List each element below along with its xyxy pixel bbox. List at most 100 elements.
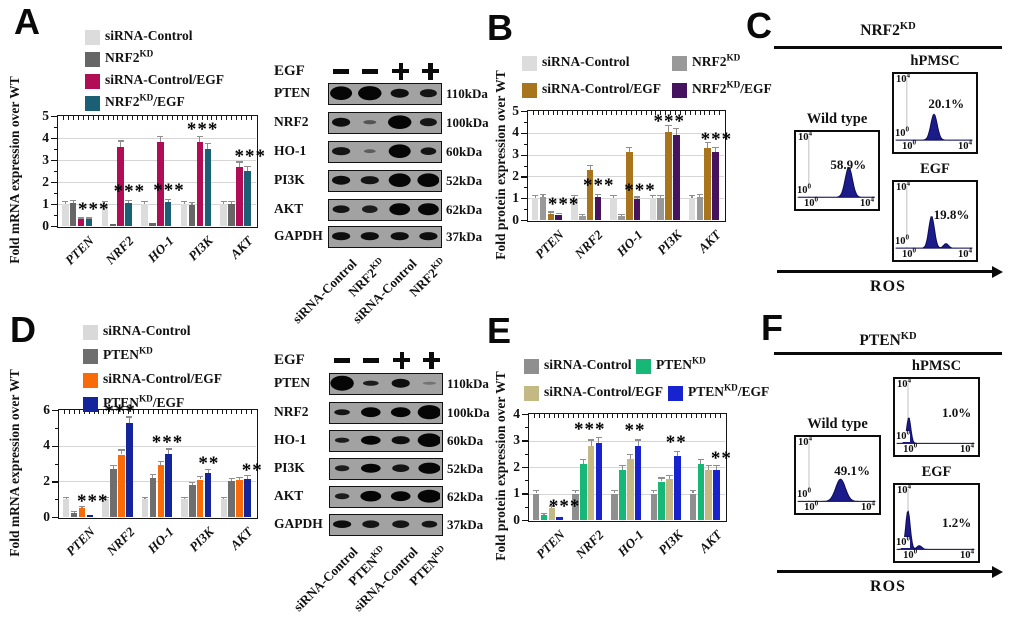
error-bar	[636, 197, 638, 200]
flow-ytop-label: 104	[798, 434, 813, 448]
y-tick-label: 2	[43, 472, 50, 488]
top-minor-tick	[72, 116, 74, 120]
error-bar-cap	[197, 475, 204, 478]
flow-ybottom-label: 100	[797, 182, 812, 197]
error-bar-cap	[688, 195, 696, 197]
blot-protein-label: PI3K	[274, 460, 305, 475]
bar	[705, 469, 712, 520]
top-minor-tick	[611, 111, 613, 115]
y-major-tick	[52, 481, 58, 483]
top-minor-tick	[92, 116, 94, 120]
top-minor-tick	[176, 116, 178, 120]
blot-bands	[334, 462, 441, 474]
top-minor-tick	[241, 116, 243, 120]
top-minor-tick	[87, 116, 89, 120]
bar	[587, 445, 595, 520]
flow-percentage: 20.1%	[928, 96, 965, 112]
y-tick-label: 6	[43, 401, 50, 417]
y-minor-tick	[53, 215, 57, 217]
blot-bands	[334, 433, 441, 447]
bar	[141, 204, 148, 226]
error-bar-cap	[580, 459, 587, 461]
flow-plot-box: 104 100 100 104 49.1%	[794, 435, 881, 515]
error-bar	[239, 477, 241, 481]
bar	[220, 204, 227, 226]
flow-plot-box: 104 100 100 104 20.1%	[892, 72, 978, 154]
bar	[149, 477, 157, 517]
error-bar-cap	[657, 195, 664, 197]
top-minor-tick	[719, 111, 721, 115]
error-bar	[207, 143, 209, 149]
flow-percentage: 1.0%	[942, 405, 972, 421]
top-minor-tick	[553, 414, 555, 418]
error-bar	[183, 497, 185, 500]
y-major-tick	[521, 176, 527, 178]
legend-label: NRF2KD	[105, 48, 154, 65]
error-bar-cap	[696, 194, 703, 196]
blot-protein-label: PTEN	[274, 85, 311, 100]
bar	[713, 469, 720, 520]
top-minor-tick	[167, 410, 169, 414]
blot-protein-label: PI3K	[274, 172, 305, 187]
flow-header-line	[774, 46, 1002, 49]
error-bar	[692, 490, 694, 494]
error-bar-cap	[548, 505, 556, 507]
bar	[556, 517, 563, 520]
y-tick-label: 2	[42, 173, 49, 189]
bar	[665, 131, 672, 220]
top-minor-tick	[640, 111, 642, 115]
bar	[666, 478, 673, 520]
top-minor-tick	[578, 414, 579, 418]
flow-plot-title: Wild type	[806, 111, 868, 127]
error-bar-cap	[611, 490, 618, 492]
flow-xleft-label: 100	[903, 441, 918, 456]
bar	[204, 473, 212, 517]
top-minor-tick	[77, 116, 79, 120]
error-bar-cap	[627, 453, 634, 455]
top-minor-tick	[710, 414, 712, 418]
minus-sign	[333, 358, 350, 363]
legend-label: PTENKD/EGF	[688, 382, 770, 399]
error-bar	[246, 475, 249, 479]
top-minor-tick	[196, 116, 198, 120]
legend-label: PTENKD	[656, 355, 706, 372]
ros-arrow-head	[992, 565, 1003, 578]
ros-axis-arrow	[777, 270, 993, 273]
bar	[157, 465, 165, 517]
legend-swatch	[85, 96, 100, 111]
top-minor-tick	[132, 410, 134, 414]
top-minor-tick	[537, 111, 539, 115]
top-minor-tick	[206, 116, 208, 120]
top-minor-tick	[147, 410, 149, 414]
error-bar-cap	[610, 195, 617, 197]
x-category-label: AKT	[695, 227, 724, 256]
error-bar	[675, 128, 677, 135]
y-tick-label: 4	[513, 405, 520, 421]
flow-percentage: 49.1%	[834, 462, 871, 478]
top-minor-tick	[617, 414, 619, 418]
top-minor-tick	[646, 414, 648, 418]
blot-protein-label: GAPDH	[274, 228, 323, 243]
top-minor-tick	[690, 414, 692, 418]
legend-label: NRF2KD/EGF	[692, 79, 772, 96]
top-minor-tick	[63, 410, 65, 414]
legend-label: siRNA-Control	[105, 28, 193, 43]
blot-bands	[332, 173, 440, 187]
bar	[78, 508, 86, 517]
significance-stars: **	[624, 420, 646, 442]
top-minor-tick	[627, 414, 628, 418]
flow-plot-title: Wild type	[807, 416, 868, 432]
flow-plot-title: hPMSC	[910, 53, 960, 69]
top-minor-tick	[572, 111, 574, 115]
legend-swatch	[672, 56, 687, 71]
error-bar	[714, 147, 717, 153]
error-bar-cap	[533, 490, 540, 492]
top-minor-tick	[211, 116, 213, 120]
error-bar-cap	[539, 194, 547, 196]
top-minor-tick	[152, 116, 153, 120]
top-minor-tick	[715, 414, 717, 418]
legend-swatch	[83, 397, 98, 412]
top-minor-tick	[656, 414, 658, 418]
top-minor-tick	[206, 410, 208, 414]
error-bar	[223, 201, 225, 204]
